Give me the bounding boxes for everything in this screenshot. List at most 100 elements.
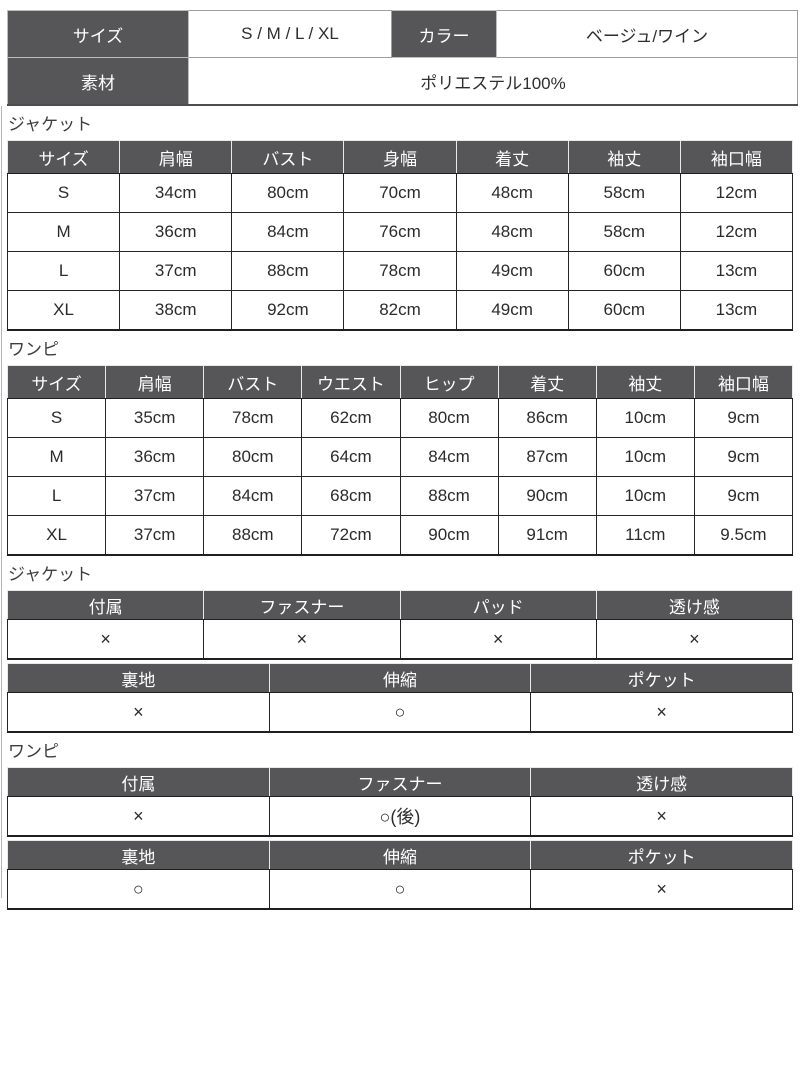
column-header: 袖口幅 bbox=[679, 140, 794, 174]
size-options-value: S / M / L / XL bbox=[188, 10, 392, 58]
column-header: 着丈 bbox=[455, 140, 569, 174]
jacket-size-table: サイズ 肩幅 バスト 身幅 着丈 袖丈 袖口幅 S 34cm 80cm 70cm… bbox=[6, 140, 794, 331]
measure-cell: 84cm bbox=[399, 437, 499, 477]
measure-cell: 86cm bbox=[497, 398, 597, 438]
measure-cell: 88cm bbox=[203, 515, 303, 556]
measure-cell: 60cm bbox=[567, 290, 681, 331]
column-header: 付属 bbox=[6, 590, 205, 620]
onepiece-details-table-2: 裏地 伸縮 ポケット ○ ○ × bbox=[7, 840, 793, 910]
table-row: ○ ○ × bbox=[7, 869, 793, 910]
onepiece-size-table: サイズ 肩幅 バスト ウエスト ヒップ 着丈 袖丈 袖口幅 S 35cm 78c… bbox=[6, 365, 794, 556]
measure-cell: 37cm bbox=[105, 515, 205, 556]
color-label: カラー bbox=[391, 10, 497, 58]
measure-cell: 34cm bbox=[119, 173, 233, 213]
measure-cell: 13cm bbox=[679, 251, 794, 291]
column-header: 袖丈 bbox=[567, 140, 681, 174]
column-header: 付属 bbox=[7, 767, 270, 797]
table-row: XL 38cm 92cm 82cm 49cm 60cm 13cm bbox=[6, 290, 794, 331]
feature-flag: × bbox=[203, 619, 401, 660]
onepiece-section-label: ワンピ bbox=[8, 340, 59, 359]
table-header-row: 裏地 伸縮 ポケット bbox=[7, 840, 793, 870]
measure-cell: 13cm bbox=[679, 290, 794, 331]
size-cell: M bbox=[6, 212, 121, 252]
measure-cell: 9.5cm bbox=[693, 515, 794, 556]
measure-cell: 10cm bbox=[595, 476, 695, 516]
size-cell: L bbox=[6, 251, 121, 291]
column-header: 肩幅 bbox=[105, 365, 205, 399]
measure-cell: 38cm bbox=[119, 290, 233, 331]
measure-cell: 36cm bbox=[105, 437, 205, 477]
column-header: 袖口幅 bbox=[693, 365, 794, 399]
column-header: 身幅 bbox=[343, 140, 457, 174]
column-header: ポケット bbox=[530, 663, 793, 693]
measure-cell: 80cm bbox=[203, 437, 303, 477]
column-header: 裏地 bbox=[7, 840, 270, 870]
measure-cell: 9cm bbox=[693, 398, 794, 438]
measure-cell: 88cm bbox=[231, 251, 345, 291]
table-row: × ○ × bbox=[7, 692, 793, 733]
measure-cell: 37cm bbox=[105, 476, 205, 516]
measure-cell: 12cm bbox=[679, 173, 794, 213]
column-header: 伸縮 bbox=[268, 840, 532, 870]
table-header-row: 付属 ファスナー パッド 透け感 bbox=[6, 590, 794, 620]
table-row: × ○(後) × bbox=[7, 796, 793, 837]
onepiece-details-table-1: 付属 ファスナー 透け感 × ○(後) × bbox=[7, 767, 793, 837]
measure-cell: 90cm bbox=[497, 476, 597, 516]
table-row: XL 37cm 88cm 72cm 90cm 91cm 11cm 9.5cm bbox=[6, 515, 794, 556]
table-header-row: サイズ 肩幅 バスト ウエスト ヒップ 着丈 袖丈 袖口幅 bbox=[6, 365, 794, 399]
measure-cell: 84cm bbox=[203, 476, 303, 516]
measure-cell: 9cm bbox=[693, 437, 794, 477]
size-cell: XL bbox=[6, 515, 107, 556]
measure-cell: 80cm bbox=[231, 173, 345, 213]
measure-cell: 80cm bbox=[399, 398, 499, 438]
measure-cell: 70cm bbox=[343, 173, 457, 213]
size-cell: L bbox=[6, 476, 107, 516]
onepiece-details-section-label: ワンピ bbox=[8, 742, 59, 761]
feature-flag: × bbox=[530, 796, 793, 837]
measure-cell: 9cm bbox=[693, 476, 794, 516]
feature-flag: × bbox=[6, 619, 205, 660]
measure-cell: 12cm bbox=[679, 212, 794, 252]
measure-cell: 64cm bbox=[301, 437, 401, 477]
color-value: ベージュ/ワイン bbox=[496, 10, 798, 58]
measure-cell: 68cm bbox=[301, 476, 401, 516]
column-header: 伸縮 bbox=[268, 663, 532, 693]
measure-cell: 84cm bbox=[231, 212, 345, 252]
table-header-row: サイズ 肩幅 バスト 身幅 着丈 袖丈 袖口幅 bbox=[6, 140, 794, 174]
measure-cell: 58cm bbox=[567, 173, 681, 213]
material-label: 素材 bbox=[7, 57, 189, 106]
feature-flag: × bbox=[399, 619, 597, 660]
size-cell: S bbox=[6, 398, 107, 438]
table-row: × × × × bbox=[6, 619, 794, 660]
measure-cell: 72cm bbox=[301, 515, 401, 556]
measure-cell: 76cm bbox=[343, 212, 457, 252]
column-header: 透け感 bbox=[595, 590, 794, 620]
column-header: バスト bbox=[203, 365, 303, 399]
measure-cell: 78cm bbox=[203, 398, 303, 438]
table-row: M 36cm 80cm 64cm 84cm 87cm 10cm 9cm bbox=[6, 437, 794, 477]
table-row: サイズ S / M / L / XL カラー ベージュ/ワイン bbox=[7, 10, 798, 58]
measure-cell: 91cm bbox=[497, 515, 597, 556]
measure-cell: 48cm bbox=[455, 212, 569, 252]
material-value: ポリエステル100% bbox=[188, 57, 798, 106]
feature-flag: × bbox=[7, 692, 270, 733]
table-row: S 34cm 80cm 70cm 48cm 58cm 12cm bbox=[6, 173, 794, 213]
measure-cell: 78cm bbox=[343, 251, 457, 291]
size-cell: XL bbox=[6, 290, 121, 331]
size-cell: M bbox=[6, 437, 107, 477]
left-edge-rule bbox=[1, 106, 2, 898]
measure-cell: 49cm bbox=[455, 251, 569, 291]
feature-flag: ○ bbox=[7, 869, 270, 910]
column-header: 袖丈 bbox=[595, 365, 695, 399]
column-header: ポケット bbox=[530, 840, 793, 870]
measure-cell: 35cm bbox=[105, 398, 205, 438]
column-header: サイズ bbox=[6, 365, 107, 399]
measure-cell: 90cm bbox=[399, 515, 499, 556]
table-row: M 36cm 84cm 76cm 48cm 58cm 12cm bbox=[6, 212, 794, 252]
column-header: ファスナー bbox=[203, 590, 401, 620]
jacket-section-label: ジャケット bbox=[8, 115, 93, 134]
table-row: S 35cm 78cm 62cm 80cm 86cm 10cm 9cm bbox=[6, 398, 794, 438]
column-header: パッド bbox=[399, 590, 597, 620]
table-row: L 37cm 84cm 68cm 88cm 90cm 10cm 9cm bbox=[6, 476, 794, 516]
